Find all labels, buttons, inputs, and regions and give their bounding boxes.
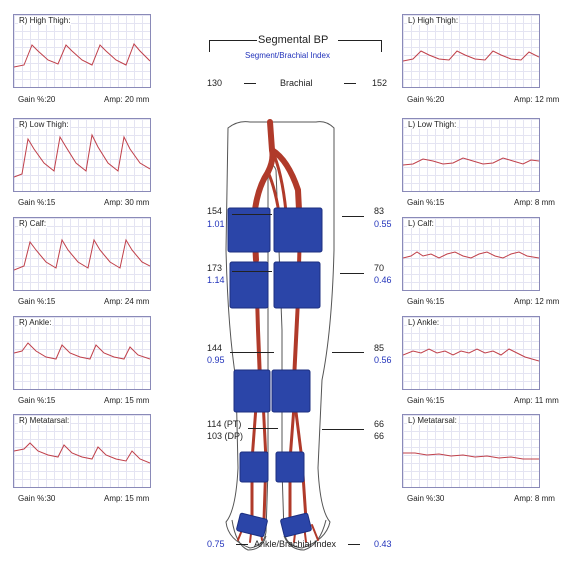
low-thigh-left-index: 0.46 xyxy=(374,275,392,285)
ankle-right-pt-pressure: 114 (PT) xyxy=(207,419,242,429)
page-title: Segmental BP xyxy=(258,34,329,46)
panel-title: L) Calf: xyxy=(407,219,435,228)
gain-label: Gain %:15 xyxy=(407,297,445,306)
brachial-left-pressure: 152 xyxy=(372,78,388,88)
ankle-left-dp-pressure: 66 xyxy=(374,431,385,441)
low-thigh-right-pressure: 173 xyxy=(207,263,223,273)
panel-title: R) High Thigh: xyxy=(18,16,72,25)
waveform-panel-r-calf[interactable]: R) Calf: xyxy=(13,217,151,291)
abi-label: Ankle/Brachial Index xyxy=(254,539,337,549)
high-thigh-left-pressure: 83 xyxy=(374,206,385,216)
panel-title: R) Calf: xyxy=(18,219,48,228)
panel-title: L) Metatarsal: xyxy=(407,416,458,425)
calf-left-pressure: 85 xyxy=(374,343,385,353)
amp-label: Amp: 11 mm xyxy=(514,396,559,405)
waveform-trace xyxy=(14,238,150,271)
waveform-trace xyxy=(403,157,539,166)
waveform-trace xyxy=(14,442,150,464)
waveform-panel-l-high-thigh[interactable]: L) High Thigh: xyxy=(402,14,540,88)
amp-label: Amp: 12 mm xyxy=(514,95,560,104)
gain-label: Gain %:15 xyxy=(18,297,56,306)
waveform-trace xyxy=(403,251,539,259)
waveform-panel-r-metatarsal[interactable]: R) Metatarsal: xyxy=(13,414,151,488)
high-thigh-right-pressure: 154 xyxy=(207,206,223,216)
amp-label: Amp: 15 mm xyxy=(104,494,150,503)
abi-left-value: 0.43 xyxy=(374,539,392,549)
amp-label: Amp: 8 mm xyxy=(514,198,555,207)
gain-label: Gain %:15 xyxy=(18,396,56,405)
waveform-panel-l-ankle[interactable]: L) Ankle: xyxy=(402,316,540,390)
gain-label: Gain %:15 xyxy=(407,396,445,405)
waveform-panel-r-high-thigh[interactable]: R) High Thigh: xyxy=(13,14,151,88)
waveform-trace xyxy=(403,50,539,62)
calf-right-pressure: 144 xyxy=(207,343,223,353)
low-thigh-left-pressure: 70 xyxy=(374,263,385,273)
amp-label: Amp: 15 mm xyxy=(104,396,150,405)
calf-right-index: 0.95 xyxy=(207,355,225,365)
waveform-trace xyxy=(403,348,539,362)
gain-label: Gain %:15 xyxy=(407,198,445,207)
brachial-right-pressure: 130 xyxy=(207,78,223,88)
gain-label: Gain %:30 xyxy=(407,494,445,503)
high-thigh-left-index: 0.55 xyxy=(374,219,392,229)
panel-title: L) High Thigh: xyxy=(407,16,460,25)
panel-title: L) Ankle: xyxy=(407,318,441,327)
amp-label: Amp: 12 mm xyxy=(514,297,560,306)
amp-label: Amp: 8 mm xyxy=(514,494,555,503)
waveform-panel-l-metatarsal[interactable]: L) Metatarsal: xyxy=(402,414,540,488)
panel-title: L) Low Thigh: xyxy=(407,120,458,129)
gain-label: Gain %:30 xyxy=(18,494,56,503)
amp-label: Amp: 20 mm xyxy=(104,95,150,104)
gain-label: Gain %:20 xyxy=(18,95,56,104)
calf-left-index: 0.56 xyxy=(374,355,392,365)
waveform-trace xyxy=(14,43,150,68)
high-thigh-right-index: 1.01 xyxy=(207,219,225,229)
brachial-label: Brachial xyxy=(280,78,313,88)
page-subtitle: Segment/Brachial Index xyxy=(245,51,330,60)
abi-right-value: 0.75 xyxy=(207,539,225,549)
waveform-trace xyxy=(14,342,150,360)
waveform-panel-l-calf[interactable]: L) Calf: xyxy=(402,217,540,291)
waveform-panel-r-low-thigh[interactable]: R) Low Thigh: xyxy=(13,118,151,192)
panel-title: R) Metatarsal: xyxy=(18,416,71,425)
panel-title: R) Ankle: xyxy=(18,318,53,327)
waveform-panel-r-ankle[interactable]: R) Ankle: xyxy=(13,316,151,390)
ankle-left-pt-pressure: 66 xyxy=(374,419,385,429)
waveform-trace xyxy=(403,452,539,460)
gain-label: Gain %:15 xyxy=(18,198,56,207)
amp-label: Amp: 24 mm xyxy=(104,297,150,306)
waveform-panel-l-low-thigh[interactable]: L) Low Thigh: xyxy=(402,118,540,192)
amp-label: Amp: 30 mm xyxy=(104,198,150,207)
waveform-trace xyxy=(14,133,150,178)
gain-label: Gain %:20 xyxy=(407,95,445,104)
panel-title: R) Low Thigh: xyxy=(18,120,70,129)
ankle-right-dp-pressure: 103 (DP) xyxy=(207,431,244,441)
low-thigh-right-index: 1.14 xyxy=(207,275,225,285)
